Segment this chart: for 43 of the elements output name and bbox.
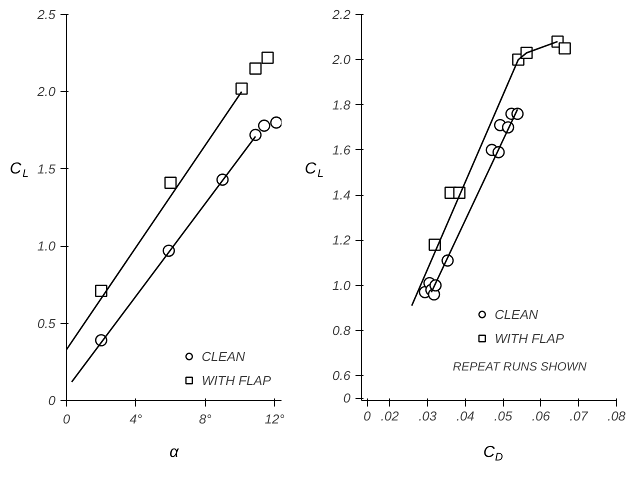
y-tick-label: 2.0 xyxy=(36,84,56,100)
y-tick-label: 0.6 xyxy=(332,368,352,384)
point xyxy=(270,116,282,129)
x-tick-label: 12° xyxy=(264,412,284,426)
point xyxy=(558,42,571,55)
point xyxy=(164,176,177,189)
x-tick-label: .07 xyxy=(570,408,589,424)
legend-label: CLEAN xyxy=(494,306,538,322)
x-tick-label: .02 xyxy=(380,408,400,424)
y-tick-label: 0 xyxy=(343,390,352,406)
point xyxy=(95,284,108,298)
point xyxy=(249,62,262,75)
legend-label: CLEAN xyxy=(202,348,246,364)
legend-label: WITH FLAP xyxy=(494,330,564,346)
x-tick-label: .04 xyxy=(456,408,474,424)
x-tick-label: 8° xyxy=(198,412,212,426)
x-tick-label: 0 xyxy=(62,412,71,426)
x-axis-title: α xyxy=(169,444,180,461)
point xyxy=(249,128,262,142)
point xyxy=(235,82,248,95)
y-tick-label: 2.5 xyxy=(36,7,56,22)
point xyxy=(258,120,270,132)
y-tick-label: 1.8 xyxy=(332,97,352,112)
y-tick-label: 0 xyxy=(48,393,56,408)
y-tick-label: 0.8 xyxy=(332,323,352,338)
x-tick-label: .08 xyxy=(607,408,626,424)
point xyxy=(261,52,274,64)
y-tick-label: 0.5 xyxy=(37,316,56,331)
legend-label: WITH FLAP xyxy=(202,372,271,388)
annotation: REPEAT RUNS SHOWN xyxy=(452,359,587,374)
y-tick-label: 2.0 xyxy=(331,52,352,68)
y-tick-label: 1.6 xyxy=(332,142,352,158)
x-tick-label: .06 xyxy=(532,408,551,424)
y-tick-label: 1.5 xyxy=(37,161,56,176)
y-tick-label: 2.2 xyxy=(331,7,352,22)
y-tick-label: 1.4 xyxy=(332,188,351,203)
y-tick-label: 1.2 xyxy=(332,232,352,248)
y-tick-label: 1.0 xyxy=(37,238,56,254)
x-tick-label: 4° xyxy=(130,412,142,426)
y-tick-label: 1.0 xyxy=(332,278,352,293)
x-tick-label: .03 xyxy=(418,408,438,424)
x-tick-label: 0 xyxy=(364,408,372,424)
x-tick-label: .05 xyxy=(494,408,513,424)
